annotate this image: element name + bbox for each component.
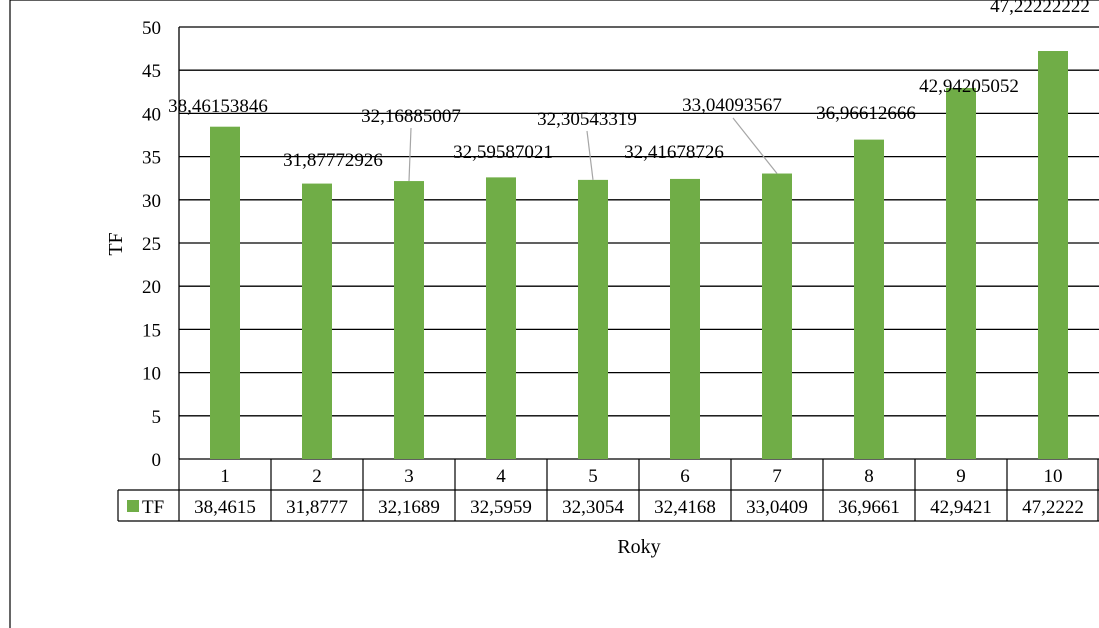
data-table: TF 1 38,4615 2 31,8777 3 32,1689 4 32,5959 5 32,30… (117, 459, 1099, 522)
table-value: 42,9421 (930, 497, 992, 518)
data-label: 36,96612666 (816, 103, 916, 124)
bar (854, 139, 884, 459)
legend-key (127, 500, 139, 512)
y-tick-label: 20 (142, 277, 161, 298)
bar (762, 173, 792, 460)
leader-lines (408, 117, 778, 182)
chart-border (9, 0, 1099, 628)
bar (1038, 51, 1068, 459)
x-tick-label: 6 (680, 466, 690, 487)
y-tick-label: 45 (142, 61, 161, 82)
bar (302, 183, 332, 459)
leader-line (586, 130, 594, 180)
x-tick-label: 10 (1044, 466, 1063, 487)
x-tick-label: 1 (220, 466, 230, 487)
table-value: 32,1689 (378, 497, 440, 518)
table-value: 38,4615 (194, 497, 256, 518)
table-value: 32,5959 (470, 497, 532, 518)
table-value: 32,4168 (654, 497, 716, 518)
x-tick-label: 7 (772, 466, 782, 487)
data-label: 32,16885007 (361, 106, 461, 127)
y-tick-label: 5 (152, 407, 162, 428)
table-value: 33,0409 (746, 497, 808, 518)
y-tick-label: 40 (142, 104, 161, 125)
x-tick-label: 3 (404, 466, 414, 487)
data-label: 32,59587021 (453, 142, 553, 163)
legend-label: TF (142, 497, 164, 518)
y-tick-label: 30 (142, 191, 161, 212)
y-tick-label: 15 (142, 320, 161, 341)
y-axis-ticks: 0 5 10 15 20 25 30 35 40 45 50 (142, 18, 161, 471)
data-label: 33,04093567 (682, 95, 782, 116)
data-label: 47,22222222 (990, 0, 1090, 17)
bars (210, 51, 1068, 460)
table-value: 47,2222 (1022, 497, 1084, 518)
data-label: 42,94205052 (919, 76, 1019, 97)
leader-line (732, 117, 778, 174)
grid-lines (178, 26, 1099, 460)
bar (946, 87, 976, 459)
x-tick-label: 2 (312, 466, 322, 487)
y-tick-label: 25 (142, 234, 161, 255)
table-value: 36,9661 (838, 497, 900, 518)
table-value: 31,8777 (286, 497, 348, 518)
data-label: 32,41678726 (624, 142, 724, 163)
y-tick-label: 10 (142, 364, 161, 385)
x-tick-label: 4 (496, 466, 506, 487)
y-tick-label: 0 (152, 450, 162, 471)
y-tick-label: 50 (142, 18, 161, 39)
table-value: 32,3054 (562, 497, 624, 518)
data-label: 38,46153846 (168, 96, 268, 117)
bar (578, 179, 608, 460)
bar (486, 177, 516, 459)
leader-line (408, 127, 412, 182)
y-tick-label: 35 (142, 148, 161, 169)
x-tick-label: 5 (588, 466, 598, 487)
data-label: 31,87772926 (283, 150, 383, 171)
data-labels: 38,46153846 31,87772926 32,16885007 32,5958… (168, 0, 1090, 171)
data-label: 32,30543319 (537, 109, 637, 130)
x-tick-label: 9 (956, 466, 966, 487)
x-axis-title: Roky (617, 536, 660, 558)
x-tick-label: 8 (864, 466, 874, 487)
bar (210, 126, 240, 459)
bar (670, 178, 700, 460)
bar (394, 181, 424, 459)
y-axis-title: TF (105, 232, 127, 255)
